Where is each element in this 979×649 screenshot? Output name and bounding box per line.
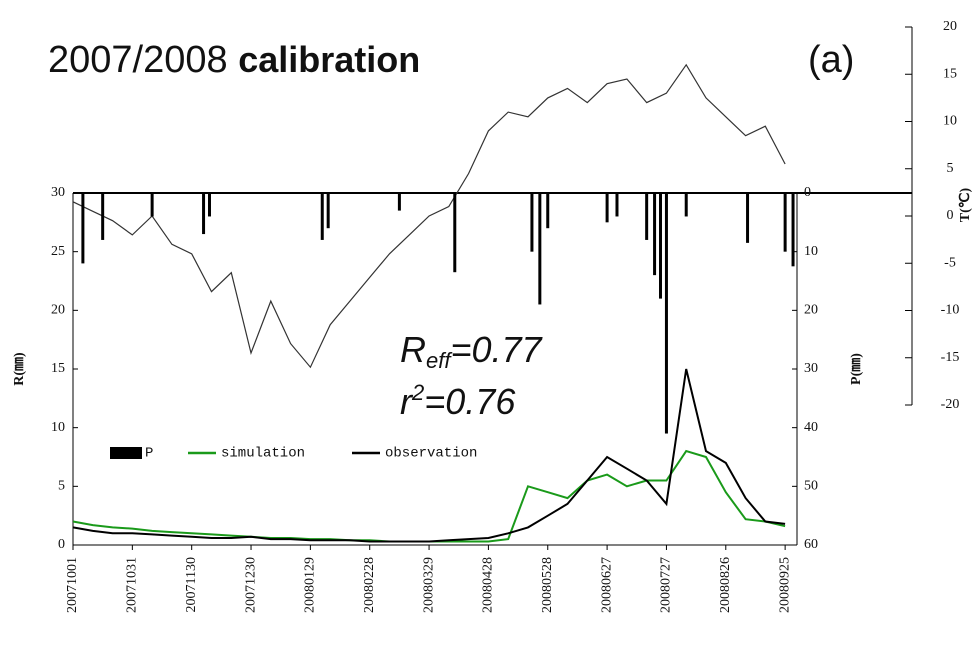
y-tick-label: 20 — [51, 303, 65, 318]
y3-tick-label: 0 — [947, 208, 954, 223]
precipitation-bar — [326, 193, 330, 229]
precipitation-bar — [664, 193, 668, 434]
precipitation-bar — [101, 193, 105, 240]
y2-tick-label: 10 — [804, 244, 818, 259]
chart-title: 2007/2008 calibration — [48, 39, 420, 82]
x-tick-label: 20080428 — [481, 557, 496, 613]
y2-tick-label: 50 — [804, 479, 818, 494]
y3-tick-label: 15 — [943, 66, 957, 81]
precipitation-bar — [653, 193, 657, 276]
y3-tick-label: -20 — [941, 397, 960, 412]
y2-tick-label: 40 — [804, 420, 818, 435]
y2-tick-label: 0 — [804, 185, 811, 200]
y-tick-label: 15 — [51, 361, 65, 376]
y3-tick-label: -15 — [941, 350, 960, 365]
x-tick-label: 20071130 — [184, 557, 199, 612]
x-tick-label: 20080925 — [777, 557, 792, 613]
legend-swatch — [110, 447, 142, 459]
legend-label: P — [145, 446, 153, 462]
y-tick-label: 25 — [51, 244, 65, 259]
y2-tick-label: 60 — [804, 537, 818, 552]
precipitation-bar — [546, 193, 550, 229]
panel-label: (a) — [808, 39, 854, 81]
precipitation-bar — [605, 193, 609, 223]
y3-tick-label: 5 — [947, 161, 954, 176]
precipitation-bar — [783, 193, 787, 252]
x-tick-label: 20080528 — [540, 557, 555, 613]
line — [72, 449, 786, 543]
line — [72, 368, 786, 543]
x-tick-label: 20080727 — [659, 557, 674, 613]
y-tick-label: 5 — [58, 479, 65, 494]
x-tick-label: 20080826 — [718, 557, 733, 613]
precipitation-bar — [659, 193, 663, 299]
y3-tick-label: -10 — [941, 303, 960, 318]
x-tick-label: 20071230 — [243, 557, 258, 613]
precipitation-bar — [453, 193, 457, 273]
precipitation-bar — [791, 193, 795, 267]
y3-tick-label: 10 — [943, 114, 957, 129]
precipitation-bar — [645, 193, 649, 240]
y2-tick-label: 20 — [804, 303, 818, 318]
y3-tick-label: 20 — [943, 19, 957, 34]
y3-axis-label: T(℃) — [958, 187, 973, 222]
x-tick-label: 20080228 — [362, 557, 377, 613]
precipitation-bar — [202, 193, 206, 235]
legend-label: observation — [385, 446, 477, 462]
y2-tick-label: 30 — [804, 361, 818, 376]
line — [72, 63, 786, 369]
annotation: Reff=0.77 — [400, 329, 544, 373]
x-tick-label: 20071031 — [125, 557, 140, 613]
precipitation-bar — [530, 193, 534, 252]
x-tick-label: 20080329 — [421, 557, 436, 613]
precipitation-bar — [397, 193, 401, 211]
precipitation-bar — [538, 193, 542, 305]
precipitation-bar — [150, 193, 154, 217]
precipitation-bar — [684, 193, 688, 217]
y-axis-label: R(㎜) — [12, 352, 27, 386]
precipitation-bar — [81, 193, 85, 264]
y-tick-label: 10 — [51, 420, 65, 435]
x-tick-label: 20080129 — [303, 557, 318, 613]
annotation: r2=0.76 — [400, 380, 516, 422]
precipitation-bar — [207, 193, 211, 217]
legend-label: simulation — [221, 446, 305, 462]
y3-tick-label: -5 — [944, 255, 956, 270]
x-tick-label: 20080627 — [599, 557, 614, 613]
y-tick-label: 30 — [51, 185, 65, 200]
y-tick-label: 0 — [58, 537, 65, 552]
precipitation-bar — [320, 193, 324, 240]
y2-axis-label: P(㎜) — [849, 353, 864, 385]
precipitation-bar — [746, 193, 750, 243]
precipitation-bar — [615, 193, 619, 217]
x-tick-label: 20071001 — [65, 557, 80, 613]
